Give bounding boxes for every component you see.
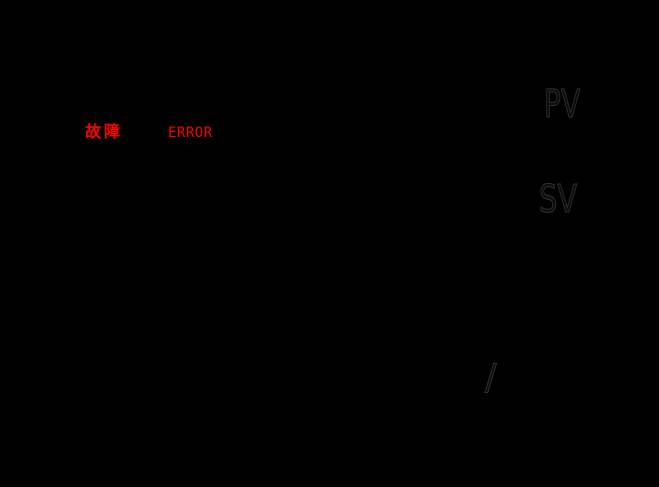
fault-indicator-label: 故障 — [85, 122, 124, 141]
slash-glyph: / — [485, 357, 497, 398]
pv-label: PV — [544, 82, 581, 126]
error-status-label: ERROR — [168, 125, 213, 141]
sv-label: SV — [539, 177, 578, 221]
